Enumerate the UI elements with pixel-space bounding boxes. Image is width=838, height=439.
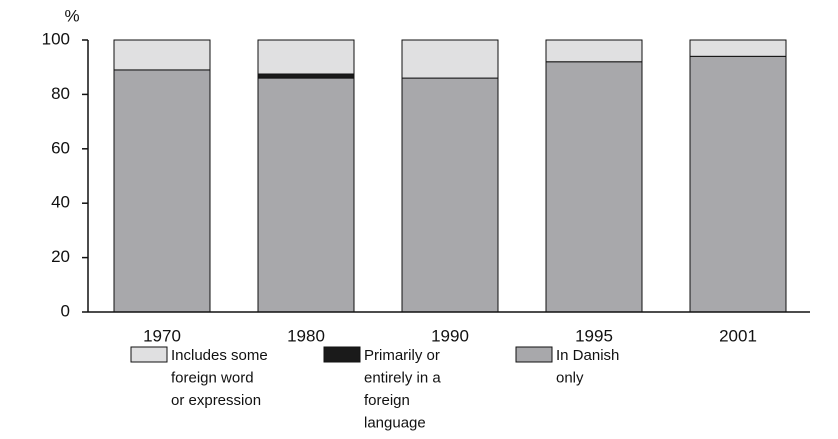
bar-segment [545, 39, 643, 63]
legend-label: In Danish only [556, 347, 619, 387]
x-tick-label: 1990 [431, 326, 469, 345]
bar-segment [257, 73, 355, 79]
y-tick-label: 40 [51, 193, 70, 212]
x-tick-label: 2001 [719, 326, 757, 345]
legend-swatch [515, 346, 553, 363]
x-tick-label: 1980 [287, 326, 325, 345]
y-tick-label: 80 [51, 84, 70, 103]
bar-segment [545, 61, 643, 313]
bar-segment [257, 77, 355, 313]
y-axis-label: % [64, 6, 79, 25]
y-tick-label: 0 [61, 301, 70, 320]
y-tick-label: 20 [51, 247, 70, 266]
legend-swatch [130, 346, 168, 363]
x-tick-label: 1995 [575, 326, 613, 345]
y-tick-label: 100 [42, 29, 70, 48]
bar-segment [401, 77, 499, 313]
bar-segment [689, 55, 787, 313]
bar-segment [257, 39, 355, 75]
bar-segment [113, 39, 211, 71]
bar-segment [689, 39, 787, 57]
x-tick-label: 1970 [143, 326, 181, 345]
bar-segment [401, 39, 499, 79]
y-tick-label: 60 [51, 138, 70, 157]
legend-label: Includes some foreign word or expression [171, 347, 268, 409]
legend-swatch [323, 346, 361, 363]
legend-label: Primarily or entirely in a foreign language [364, 347, 441, 432]
bar-segment [113, 69, 211, 313]
